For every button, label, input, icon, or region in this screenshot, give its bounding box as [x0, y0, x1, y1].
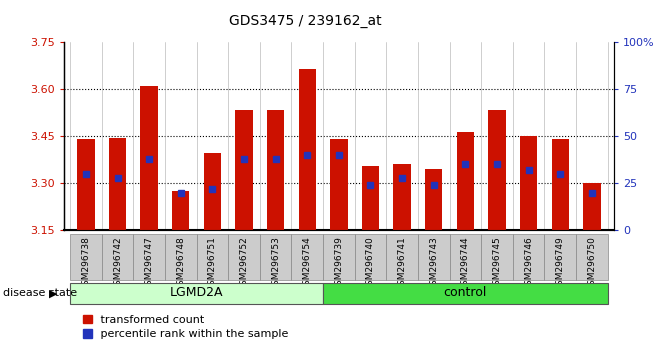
- Bar: [488, 110, 506, 230]
- Bar: [299, 69, 316, 230]
- FancyBboxPatch shape: [70, 282, 323, 304]
- Text: GDS3475 / 239162_at: GDS3475 / 239162_at: [229, 14, 382, 28]
- FancyBboxPatch shape: [134, 234, 165, 280]
- Text: GSM296744: GSM296744: [461, 236, 470, 291]
- FancyBboxPatch shape: [386, 234, 418, 280]
- FancyBboxPatch shape: [355, 234, 386, 280]
- Bar: [267, 110, 285, 230]
- Text: LGMD2A: LGMD2A: [170, 286, 223, 299]
- FancyBboxPatch shape: [450, 234, 481, 280]
- Text: GSM296750: GSM296750: [587, 236, 597, 291]
- Bar: [425, 169, 442, 230]
- FancyBboxPatch shape: [102, 234, 134, 280]
- FancyBboxPatch shape: [323, 282, 608, 304]
- Text: GSM296740: GSM296740: [366, 236, 375, 291]
- Bar: [330, 139, 348, 230]
- Text: GSM296751: GSM296751: [208, 236, 217, 291]
- Bar: [77, 139, 95, 230]
- FancyBboxPatch shape: [481, 234, 513, 280]
- Text: GSM296752: GSM296752: [240, 236, 248, 291]
- Text: GSM296742: GSM296742: [113, 236, 122, 291]
- Bar: [109, 138, 126, 230]
- Text: GSM296746: GSM296746: [524, 236, 533, 291]
- Text: GSM296749: GSM296749: [556, 236, 565, 291]
- Bar: [552, 139, 569, 230]
- Text: GSM296753: GSM296753: [271, 236, 280, 291]
- Legend:  transformed count,  percentile rank within the sample: transformed count, percentile rank withi…: [83, 315, 289, 339]
- Text: GSM296743: GSM296743: [429, 236, 438, 291]
- Bar: [140, 86, 158, 230]
- FancyBboxPatch shape: [544, 234, 576, 280]
- Bar: [172, 191, 189, 230]
- FancyBboxPatch shape: [260, 234, 291, 280]
- FancyBboxPatch shape: [418, 234, 450, 280]
- Text: GSM296738: GSM296738: [81, 236, 91, 291]
- Text: ▶: ▶: [48, 289, 57, 298]
- FancyBboxPatch shape: [165, 234, 197, 280]
- FancyBboxPatch shape: [228, 234, 260, 280]
- Text: GSM296748: GSM296748: [176, 236, 185, 291]
- Text: GSM296754: GSM296754: [303, 236, 312, 291]
- Text: GSM296747: GSM296747: [145, 236, 154, 291]
- FancyBboxPatch shape: [576, 234, 608, 280]
- Bar: [457, 132, 474, 230]
- Bar: [362, 166, 379, 230]
- Text: disease state: disease state: [3, 289, 77, 298]
- FancyBboxPatch shape: [197, 234, 228, 280]
- FancyBboxPatch shape: [70, 234, 102, 280]
- Bar: [393, 165, 411, 230]
- Text: control: control: [444, 286, 487, 299]
- FancyBboxPatch shape: [323, 234, 355, 280]
- Bar: [520, 136, 537, 230]
- Bar: [236, 110, 253, 230]
- Text: GSM296745: GSM296745: [493, 236, 501, 291]
- Text: GSM296741: GSM296741: [398, 236, 407, 291]
- Text: GSM296739: GSM296739: [334, 236, 344, 291]
- Bar: [204, 154, 221, 230]
- FancyBboxPatch shape: [291, 234, 323, 280]
- Bar: [583, 183, 601, 230]
- FancyBboxPatch shape: [513, 234, 544, 280]
